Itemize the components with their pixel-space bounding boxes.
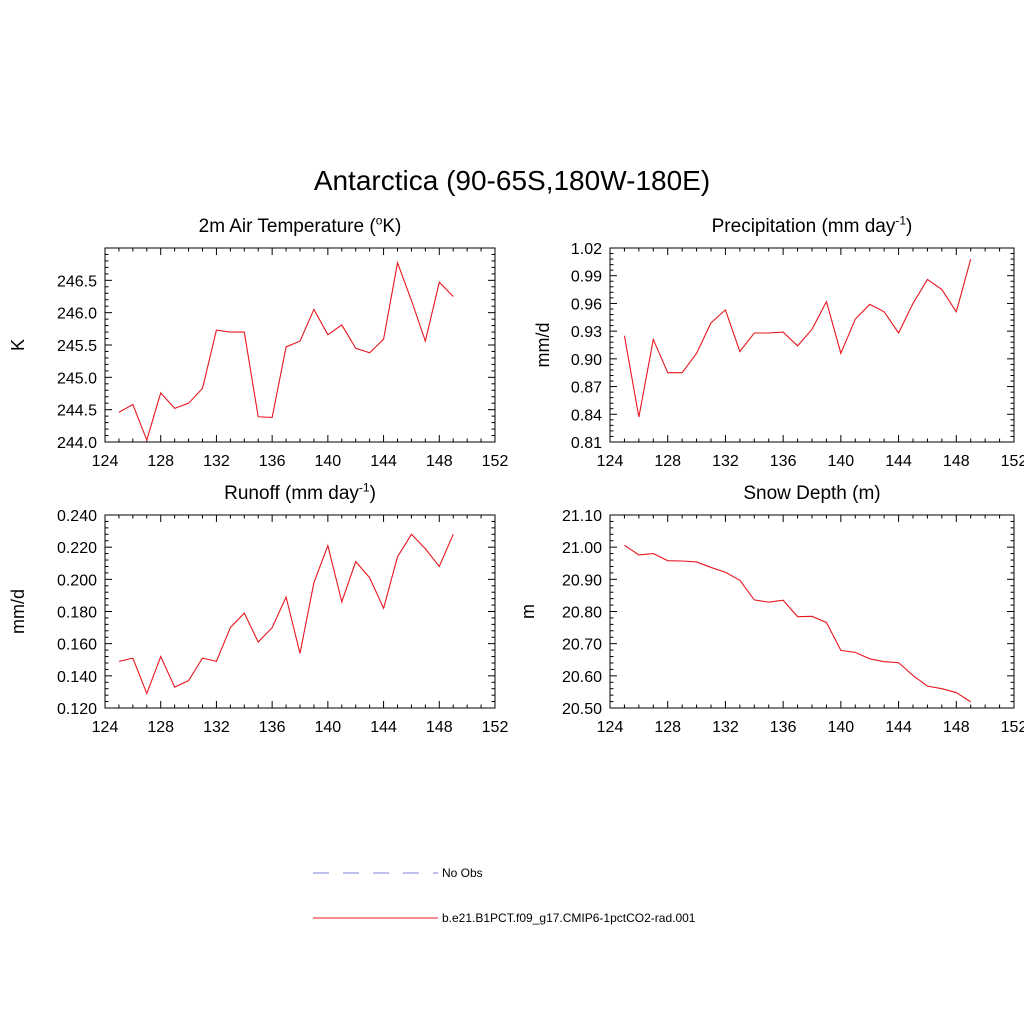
temp-ytick-label: 246.0 [57, 306, 97, 323]
temp-xtick-label: 140 [315, 453, 342, 470]
snow-ytick-label: 21.10 [562, 508, 602, 525]
panel-title-snow-depth: Snow Depth (m) [610, 483, 1014, 505]
runoff-ytick-label: 0.240 [57, 508, 97, 525]
temp-ytick-label: 246.5 [57, 273, 97, 290]
panel-title-precipitation-sup: -1 [895, 213, 907, 228]
runoff-ytick-label: 0.200 [57, 572, 97, 589]
runoff-xtick-label: 140 [315, 719, 342, 736]
temp-xtick-label: 152 [482, 453, 509, 470]
runoff-ytick-label: 0.160 [57, 637, 97, 654]
panel-title-temperature-sup: o [375, 213, 383, 228]
runoff-xtick-label: 136 [259, 719, 286, 736]
temp-ytick-label: 245.5 [57, 338, 97, 355]
snow-series-line-0 [624, 544, 972, 703]
panel-title-runoff-text: Runoff (mm day [224, 483, 359, 504]
temp-xtick-label: 132 [203, 453, 230, 470]
temp-ytick-label: 244.0 [57, 435, 97, 452]
precip-xtick-label: 132 [712, 453, 739, 470]
precip-ytick-label: 1.02 [571, 241, 602, 258]
runoff-xtick-label: 144 [370, 719, 397, 736]
snow-ytick-label: 20.80 [562, 605, 602, 622]
precip-series-line-0 [623, 258, 972, 418]
snow-xtick-label: 144 [885, 719, 912, 736]
panel-title-temperature-tail: K) [382, 216, 402, 237]
panel-title-runoff-sup: -1 [358, 480, 370, 495]
precip-xtick-label: 148 [943, 453, 970, 470]
runoff-xtick-label: 128 [147, 719, 174, 736]
precip-ytick-label: 0.90 [571, 352, 602, 369]
temp-xtick-label: 148 [426, 453, 453, 470]
precip-xtick-label: 124 [597, 453, 624, 470]
panel-title-temperature: 2m Air Temperature (oK) [105, 213, 495, 238]
snow-xtick-label: 136 [770, 719, 797, 736]
precip-xtick-label: 144 [885, 453, 912, 470]
panel-title-runoff: Runoff (mm day-1) [105, 480, 495, 505]
snow-ytick-label: 20.60 [562, 669, 602, 686]
panel-title-precipitation-tail: ) [906, 216, 913, 237]
runoff-ytick-label: 0.220 [57, 540, 97, 557]
temp-ytick-label: 244.5 [57, 403, 97, 420]
runoff-xtick-label: 152 [482, 719, 509, 736]
temp-ylabel: K [8, 339, 28, 351]
precip-xtick-label: 136 [770, 453, 797, 470]
precip-ytick-label: 0.93 [571, 324, 602, 341]
runoff-ytick-label: 0.180 [57, 605, 97, 622]
snow-xtick-label: 140 [828, 719, 855, 736]
snow-ylabel: m [518, 604, 538, 619]
temp-xtick-label: 128 [147, 453, 174, 470]
runoff-ytick-label: 0.120 [57, 701, 97, 718]
precip-xtick-label: 152 [1001, 453, 1024, 470]
temp-xtick-label: 124 [92, 453, 119, 470]
snow-ytick-label: 20.70 [562, 637, 602, 654]
snow-xtick-label: 124 [597, 719, 624, 736]
temp-ytick-label: 245.0 [57, 370, 97, 387]
precip-xtick-label: 140 [828, 453, 855, 470]
snow-ytick-label: 21.00 [562, 540, 602, 557]
precip-ytick-label: 0.84 [571, 407, 602, 424]
panel-title-precipitation: Precipitation (mm day-1) [610, 213, 1014, 238]
precip-ylabel: mm/d [533, 323, 553, 368]
temp-xtick-label: 136 [259, 453, 286, 470]
runoff-ytick-label: 0.140 [57, 669, 97, 686]
panel-title-runoff-tail: ) [369, 483, 376, 504]
snow-xtick-label: 128 [654, 719, 681, 736]
temp-xtick-label: 144 [370, 453, 397, 470]
runoff-xtick-label: 132 [203, 719, 230, 736]
snow-ytick-label: 20.90 [562, 572, 602, 589]
figure-title: Antarctica (90-65S,180W-180E) [313, 165, 711, 196]
runoff-ylabel: mm/d [8, 589, 28, 634]
precip-ytick-label: 0.81 [571, 435, 602, 452]
panel-title-precipitation-text: Precipitation (mm day [711, 216, 896, 237]
precip-ytick-label: 0.96 [571, 296, 602, 313]
precip-ytick-label: 0.99 [571, 269, 602, 286]
temp-series-line-0 [118, 260, 454, 442]
precip-xtick-label: 128 [654, 453, 681, 470]
runoff-xtick-label: 148 [426, 719, 453, 736]
runoff-xtick-label: 124 [92, 719, 119, 736]
snow-plot-frame [609, 514, 1015, 709]
snow-ytick-label: 20.50 [562, 701, 602, 718]
panel-title-temperature-text: 2m Air Temperature ( [198, 216, 376, 237]
snow-xtick-label: 132 [712, 719, 739, 736]
runoff-series-line-0 [118, 533, 454, 696]
snow-xtick-label: 148 [943, 719, 970, 736]
snow-xtick-label: 152 [1001, 719, 1024, 736]
panel-title-snow-depth-text: Snow Depth (m) [743, 483, 881, 504]
precip-ytick-label: 0.87 [571, 380, 602, 397]
